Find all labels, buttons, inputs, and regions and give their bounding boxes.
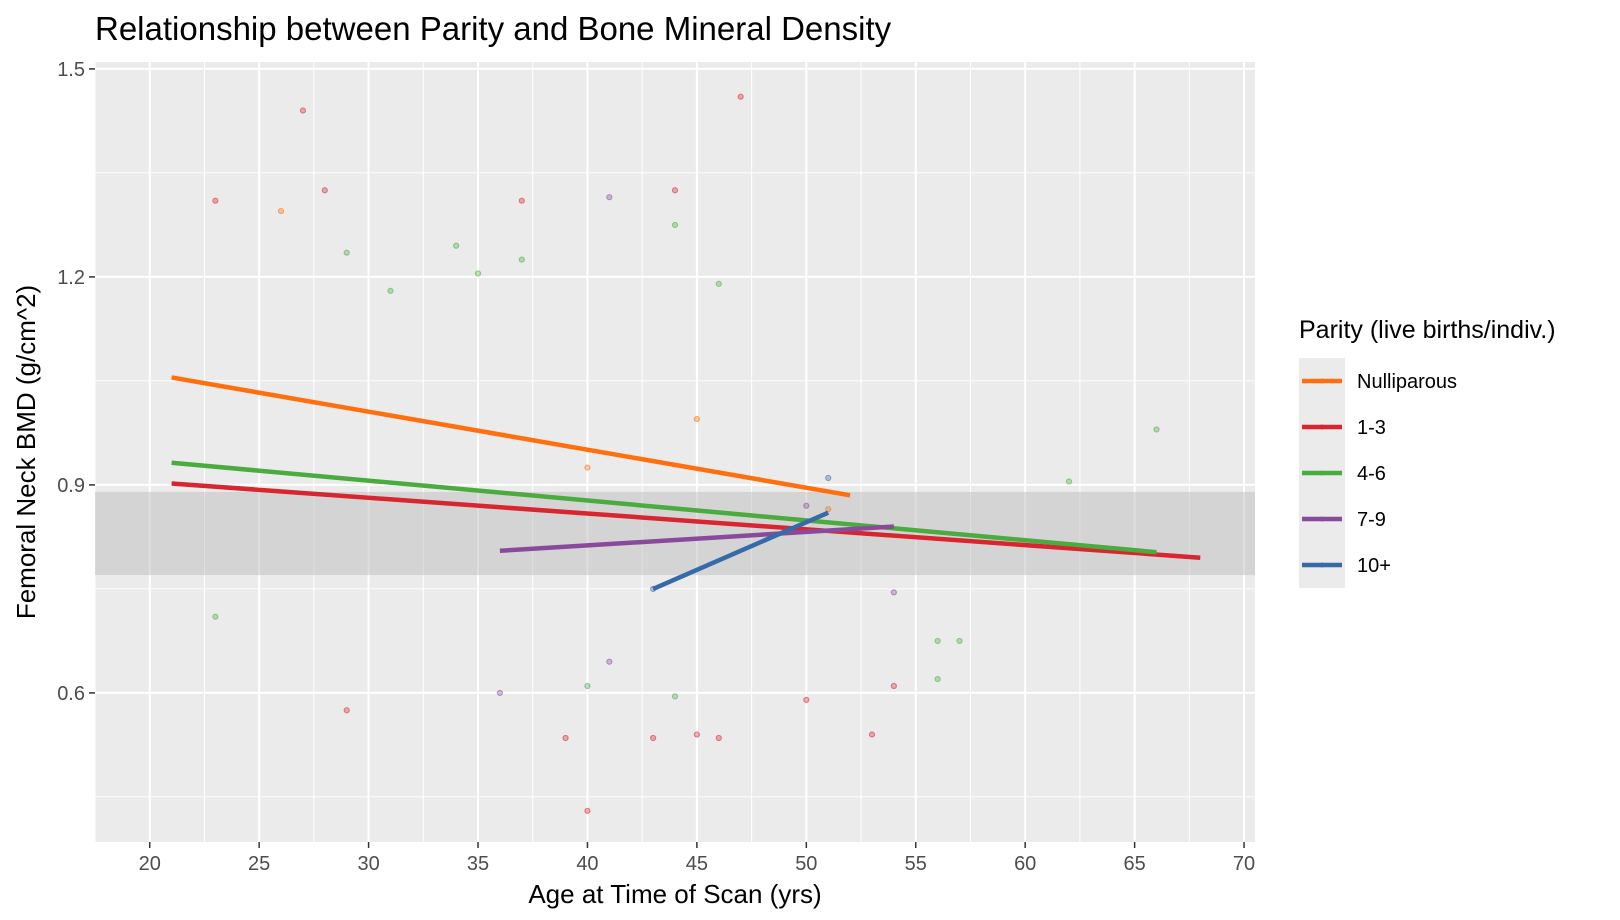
legend-key-point bbox=[1319, 562, 1325, 568]
legend-key-point bbox=[1319, 470, 1325, 476]
fit-line bbox=[171, 375, 851, 498]
data-point bbox=[803, 502, 810, 509]
legend-label: 7-9 bbox=[1357, 509, 1386, 531]
fit-line bbox=[171, 460, 1157, 555]
data-point bbox=[584, 682, 591, 690]
data-point bbox=[956, 637, 963, 645]
data-point bbox=[671, 187, 679, 194]
chart-title: Relationship between Parity and Bone Min… bbox=[95, 10, 892, 47]
x-tick-label: 40 bbox=[576, 853, 598, 875]
data-point bbox=[737, 93, 744, 100]
fit-line bbox=[171, 481, 1201, 560]
data-point bbox=[825, 474, 832, 482]
scatter-points bbox=[212, 93, 1160, 814]
x-axis-title: Age at Time of Scan (yrs) bbox=[528, 879, 821, 909]
legend-title: Parity (live births/indiv.) bbox=[1299, 316, 1556, 344]
data-point bbox=[321, 187, 328, 194]
data-point bbox=[803, 696, 810, 703]
legend-label: 10+ bbox=[1357, 555, 1391, 577]
data-point bbox=[584, 807, 591, 814]
x-tick-label: 45 bbox=[686, 853, 708, 875]
data-point bbox=[650, 734, 657, 742]
data-point bbox=[387, 287, 394, 294]
legend-label: 4-6 bbox=[1357, 463, 1386, 485]
y-tick-label: 1.5 bbox=[57, 59, 85, 81]
x-tick-label: 60 bbox=[1014, 853, 1036, 875]
data-point bbox=[715, 734, 722, 742]
legend-label: Nulliparous bbox=[1357, 371, 1457, 393]
data-point bbox=[518, 256, 525, 263]
data-point bbox=[453, 242, 460, 249]
data-point bbox=[693, 415, 700, 423]
data-point bbox=[562, 734, 569, 742]
data-point bbox=[212, 197, 219, 204]
data-point bbox=[825, 506, 832, 513]
data-point bbox=[934, 675, 941, 683]
y-axis: 0.6 0.9 1.2 1.5 bbox=[57, 59, 95, 705]
y-tick-label: 0.6 bbox=[57, 683, 85, 705]
data-point bbox=[715, 280, 722, 287]
data-point bbox=[1065, 478, 1073, 485]
data-point bbox=[277, 207, 285, 215]
data-point bbox=[890, 682, 897, 690]
data-point bbox=[343, 249, 350, 256]
x-tick-label: 70 bbox=[1233, 853, 1255, 875]
legend-key-point bbox=[1319, 516, 1325, 522]
legend-key-point bbox=[1319, 424, 1325, 430]
data-point bbox=[890, 589, 897, 596]
fit-lines bbox=[171, 375, 1201, 591]
x-tick-label: 30 bbox=[357, 853, 379, 875]
legend-key-point bbox=[1319, 378, 1325, 384]
data-point bbox=[693, 731, 700, 738]
data-point bbox=[671, 693, 679, 700]
data-point bbox=[606, 194, 613, 201]
data-point bbox=[606, 658, 613, 665]
data-point bbox=[212, 613, 219, 620]
data-point bbox=[1153, 426, 1160, 433]
x-tick-label: 55 bbox=[905, 853, 927, 875]
data-point bbox=[518, 197, 525, 204]
legend: Nulliparous 1-3 4-6 7-9 10+ bbox=[1302, 371, 1457, 577]
data-point bbox=[934, 637, 941, 645]
y-tick-label: 1.2 bbox=[57, 267, 85, 289]
x-tick-label: 65 bbox=[1123, 853, 1145, 875]
reference-band-rect bbox=[95, 491, 1255, 576]
fit-line bbox=[499, 524, 895, 554]
data-point bbox=[584, 464, 591, 471]
x-tick-label: 50 bbox=[795, 853, 817, 875]
data-point bbox=[474, 270, 482, 277]
data-point bbox=[343, 707, 350, 714]
y-axis-title: Femoral Neck BMD (g/cm^2) bbox=[11, 285, 41, 619]
fit-line bbox=[652, 510, 830, 591]
x-tick-label: 25 bbox=[248, 853, 270, 875]
legend-label: 1-3 bbox=[1357, 417, 1386, 439]
x-axis: 20 25 30 35 40 45 50 55 60 65 70 bbox=[139, 842, 1255, 875]
x-tick-label: 35 bbox=[467, 853, 489, 875]
y-tick-label: 0.9 bbox=[57, 475, 85, 497]
gridlines bbox=[94, 62, 1255, 842]
data-point bbox=[299, 107, 307, 114]
data-point bbox=[868, 731, 876, 738]
plot-panel bbox=[95, 62, 1255, 842]
data-point bbox=[496, 689, 504, 697]
reference-band bbox=[95, 491, 1255, 576]
x-tick-label: 20 bbox=[139, 853, 161, 875]
data-point bbox=[671, 221, 679, 229]
